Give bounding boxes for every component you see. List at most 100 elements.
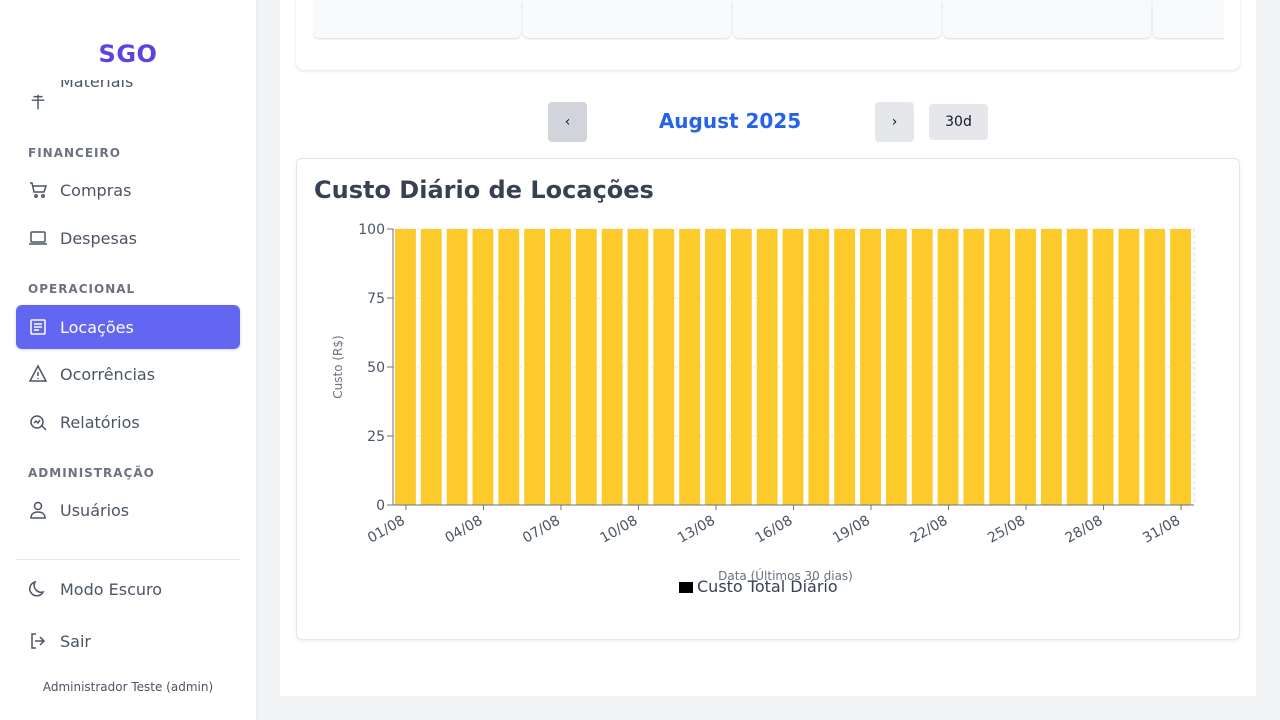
x-tick-label: 19/08: [830, 513, 873, 547]
daily-cost-chart: 0 25 50 75 100 01/08 04/08 07/08 10/08 13/08 16/08…: [331, 222, 1195, 596]
dark-mode-toggle[interactable]: Modo Escuro: [16, 567, 240, 611]
section-administracao: ADMINISTRAÇÃO: [28, 466, 155, 480]
sidebar-divider: [16, 559, 240, 560]
user-icon: [28, 500, 48, 520]
sidebar: SGO Materiais FINANCEIRO Compras Despesa…: [0, 0, 256, 720]
bar: [730, 229, 752, 505]
x-tick-label: 13/08: [675, 513, 718, 547]
sidebar-item-label: Despesas: [60, 228, 137, 248]
y-tick-label: 50: [367, 360, 385, 376]
bar: [524, 229, 546, 505]
warning-icon: [28, 364, 48, 384]
bar: [601, 229, 623, 505]
summary-mini-card: [523, 0, 731, 38]
current-user: Administrador Teste (admin): [42, 680, 214, 694]
next-month-button[interactable]: ›: [875, 102, 914, 142]
bar: [782, 229, 804, 505]
sidebar-item-label: Materiais: [60, 80, 134, 91]
section-financeiro: FINANCEIRO: [28, 146, 121, 160]
sidebar-item-label: Compras: [60, 180, 132, 200]
bar: [860, 229, 881, 505]
summary-mini-card: [313, 0, 521, 38]
bar: [1118, 229, 1140, 505]
y-tick-label: 100: [358, 222, 385, 238]
x-axis-title: Data (Últimos 30 dias): [718, 568, 853, 583]
sidebar-item-ocorrencias[interactable]: Ocorrências: [16, 352, 240, 396]
x-tick-label: 07/08: [520, 513, 563, 547]
bar: [808, 229, 830, 505]
x-tick-label: 01/08: [365, 513, 408, 547]
logout-label: Sair: [60, 631, 91, 651]
bar: [446, 229, 468, 505]
bar: [472, 229, 494, 505]
laptop-icon: [28, 228, 48, 248]
sidebar-item-relatorios[interactable]: Relatórios: [16, 400, 240, 444]
summary-card: [296, 0, 1240, 70]
bar: [963, 229, 985, 505]
main-content: ‹ August 2025 › 30d Custo Diário de Loca…: [280, 0, 1256, 696]
logout-icon: [28, 631, 48, 651]
bar: [834, 229, 856, 505]
x-tick-label: 04/08: [442, 513, 485, 547]
bar: [395, 229, 416, 505]
bar: [937, 229, 959, 505]
dark-mode-label: Modo Escuro: [60, 579, 163, 599]
sidebar-item-materiais[interactable]: Materiais: [16, 80, 240, 124]
bar: [705, 229, 726, 505]
sidebar-item-label: Relatórios: [60, 412, 140, 432]
x-tick-label: 16/08: [753, 513, 796, 547]
sidebar-item-locacoes[interactable]: Locações: [16, 305, 240, 349]
bar: [575, 229, 597, 505]
x-tick-label: 10/08: [598, 513, 641, 547]
sidebar-item-despesas[interactable]: Despesas: [16, 216, 240, 260]
moon-icon: [28, 579, 48, 599]
y-axis-title: Custo (R$): [331, 335, 345, 398]
sidebar-item-usuarios[interactable]: Usuários: [16, 488, 240, 532]
chart-card: Custo Diário de Locações 0 25 50 75 100 01/08…: [296, 158, 1240, 640]
bar: [679, 229, 701, 505]
x-tick-label: 25/08: [985, 513, 1028, 547]
section-operacional: OPERACIONAL: [28, 282, 136, 296]
y-tick-label: 25: [367, 429, 385, 445]
sidebar-item-compras[interactable]: Compras: [16, 168, 240, 212]
bar: [653, 229, 675, 505]
bar: [1040, 229, 1062, 505]
bar: [1015, 229, 1036, 505]
document-icon: [28, 317, 48, 337]
x-tick-label: 31/08: [1140, 513, 1183, 547]
bar: [498, 229, 520, 505]
cart-icon: [28, 180, 48, 200]
bar: [989, 229, 1011, 505]
materials-icon: [28, 92, 48, 112]
summary-mini-card: [733, 0, 941, 38]
legend-label: Custo Total Diário: [697, 577, 838, 596]
bar: [550, 229, 571, 505]
report-icon: [28, 412, 48, 432]
sidebar-item-label: Locações: [60, 317, 134, 337]
summary-cards-row: [313, 0, 1224, 40]
bar: [1066, 229, 1088, 505]
bar: [627, 229, 649, 505]
bar: [911, 229, 933, 505]
bar: [1170, 229, 1191, 505]
x-tick-label: 28/08: [1063, 513, 1106, 547]
sidebar-nav: Materiais FINANCEIRO Compras Despesas OP…: [0, 80, 256, 552]
legend-swatch: [679, 582, 693, 593]
sidebar-item-label: Ocorrências: [60, 364, 156, 384]
summary-mini-card: [1153, 0, 1224, 38]
app-logo[interactable]: SGO: [98, 40, 158, 68]
bar: [420, 229, 442, 505]
x-tick-label: 22/08: [908, 513, 951, 547]
range-30d-button[interactable]: 30d: [929, 104, 988, 140]
prev-month-button[interactable]: ‹: [548, 102, 587, 142]
bar: [885, 229, 907, 505]
bar: [1144, 229, 1166, 505]
chart-title: Custo Diário de Locações: [314, 176, 654, 204]
y-tick-label: 0: [376, 498, 385, 514]
bar: [756, 229, 778, 505]
sidebar-item-label: Usuários: [60, 500, 130, 520]
current-month-label: August 2025: [658, 109, 802, 133]
bar: [1092, 229, 1114, 505]
y-tick-label: 75: [367, 291, 385, 307]
logout-button[interactable]: Sair: [16, 619, 240, 663]
